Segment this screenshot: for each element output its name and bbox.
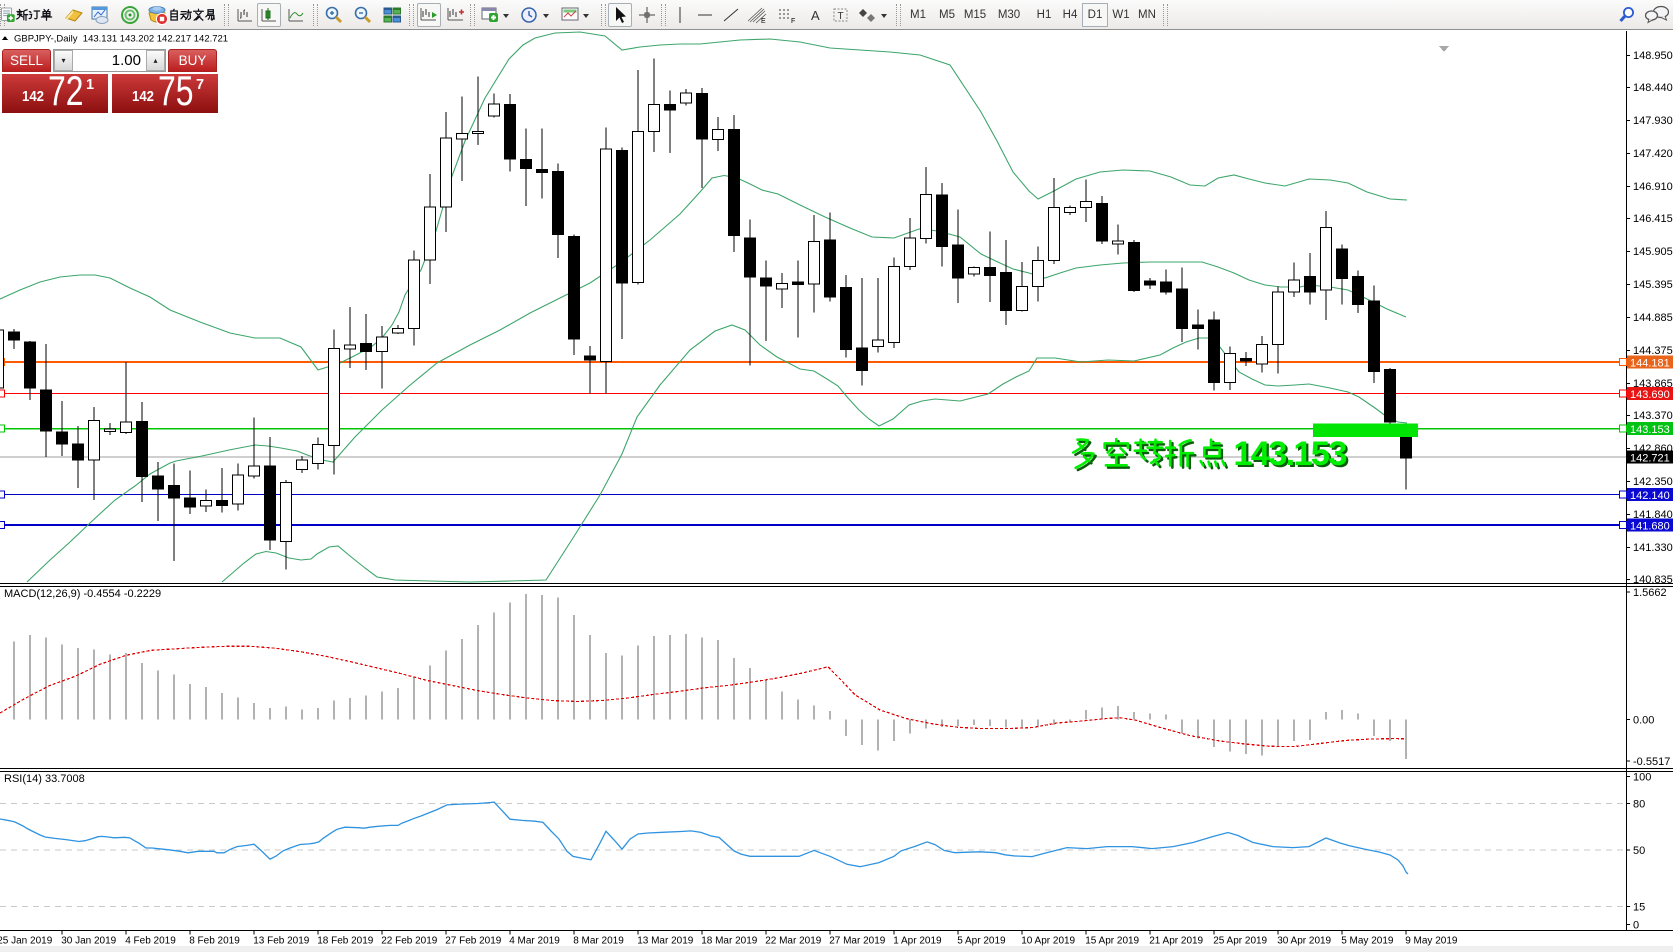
svg-text:142.350: 142.350 — [1633, 476, 1673, 488]
svg-text:141.680: 141.680 — [1630, 521, 1670, 533]
svg-text:22 Mar 2019: 22 Mar 2019 — [765, 936, 822, 947]
svg-text:8 Feb 2019: 8 Feb 2019 — [189, 936, 240, 947]
svg-text:142.140: 142.140 — [1630, 490, 1670, 502]
svg-text:144.181: 144.181 — [1630, 358, 1670, 370]
svg-text:80: 80 — [1633, 799, 1645, 811]
svg-text:30 Apr 2019: 30 Apr 2019 — [1277, 936, 1331, 947]
svg-text:147.420: 147.420 — [1633, 148, 1673, 160]
svg-text:140.835: 140.835 — [1633, 574, 1673, 586]
svg-text:143.690: 143.690 — [1630, 389, 1670, 401]
svg-text:143.153: 143.153 — [1630, 424, 1670, 436]
svg-text:148.440: 148.440 — [1633, 82, 1673, 94]
svg-text:4 Mar 2019: 4 Mar 2019 — [509, 936, 560, 947]
svg-text:144.885: 144.885 — [1633, 312, 1673, 324]
svg-text:18 Feb 2019: 18 Feb 2019 — [317, 936, 374, 947]
svg-text:13 Mar 2019: 13 Mar 2019 — [637, 936, 694, 947]
svg-text:21 Apr 2019: 21 Apr 2019 — [1149, 936, 1203, 947]
svg-text:18 Mar 2019: 18 Mar 2019 — [701, 936, 758, 947]
svg-text:0.00: 0.00 — [1633, 715, 1654, 727]
svg-text:4 Feb 2019: 4 Feb 2019 — [125, 936, 176, 947]
svg-text:A: A — [811, 8, 820, 23]
svg-text:143.370: 143.370 — [1633, 410, 1673, 422]
svg-text:146.910: 146.910 — [1633, 181, 1673, 193]
svg-text:144.375: 144.375 — [1633, 345, 1673, 357]
svg-text:141.330: 141.330 — [1633, 542, 1673, 554]
svg-text:50: 50 — [1633, 845, 1645, 857]
svg-text:143.153: 143.153 — [1233, 435, 1347, 473]
svg-text:27 Mar 2019: 27 Mar 2019 — [829, 936, 886, 947]
svg-text:145.905: 145.905 — [1633, 246, 1673, 258]
svg-text:27 Feb 2019: 27 Feb 2019 — [445, 936, 502, 947]
svg-text:142.721: 142.721 — [1630, 453, 1670, 465]
svg-text:146.415: 146.415 — [1633, 213, 1673, 225]
svg-text:0: 0 — [1633, 920, 1639, 932]
svg-text:10 Apr 2019: 10 Apr 2019 — [1021, 936, 1075, 947]
svg-text:1.5662: 1.5662 — [1633, 587, 1667, 599]
svg-text:8 Mar 2019: 8 Mar 2019 — [573, 936, 624, 947]
svg-text:9 May 2019: 9 May 2019 — [1405, 936, 1458, 947]
svg-text:30 Jan 2019: 30 Jan 2019 — [61, 936, 116, 947]
svg-text:5 May 2019: 5 May 2019 — [1341, 936, 1394, 947]
svg-text:5 Apr 2019: 5 Apr 2019 — [957, 936, 1006, 947]
svg-text:13 Feb 2019: 13 Feb 2019 — [253, 936, 310, 947]
svg-text:RSI(14) 33.7008: RSI(14) 33.7008 — [4, 773, 85, 785]
svg-text:145.395: 145.395 — [1633, 279, 1673, 291]
svg-text:148.950: 148.950 — [1633, 50, 1673, 62]
svg-text:T: T — [838, 11, 844, 22]
svg-text:22 Feb 2019: 22 Feb 2019 — [381, 936, 438, 947]
svg-text:15: 15 — [1633, 902, 1645, 914]
svg-text:MACD(12,26,9) -0.4554 -0.2229: MACD(12,26,9) -0.4554 -0.2229 — [4, 588, 161, 600]
svg-text:1 Apr 2019: 1 Apr 2019 — [893, 936, 942, 947]
svg-text:15 Apr 2019: 15 Apr 2019 — [1085, 936, 1139, 947]
svg-text:143.153: 143.153 — [1236, 437, 1350, 475]
svg-text:F: F — [791, 18, 795, 25]
svg-text:100: 100 — [1633, 772, 1651, 784]
svg-text:141.840: 141.840 — [1633, 509, 1673, 521]
svg-text:25 Jan 2019: 25 Jan 2019 — [0, 936, 53, 947]
svg-text:GBPJPY-,Daily 143.131 143.202: GBPJPY-,Daily 143.131 143.202 142.217 14… — [14, 34, 228, 45]
svg-text:25 Apr 2019: 25 Apr 2019 — [1213, 936, 1267, 947]
svg-text:E: E — [761, 18, 766, 25]
svg-text:147.930: 147.930 — [1633, 115, 1673, 127]
svg-text:-0.5517: -0.5517 — [1633, 756, 1670, 768]
